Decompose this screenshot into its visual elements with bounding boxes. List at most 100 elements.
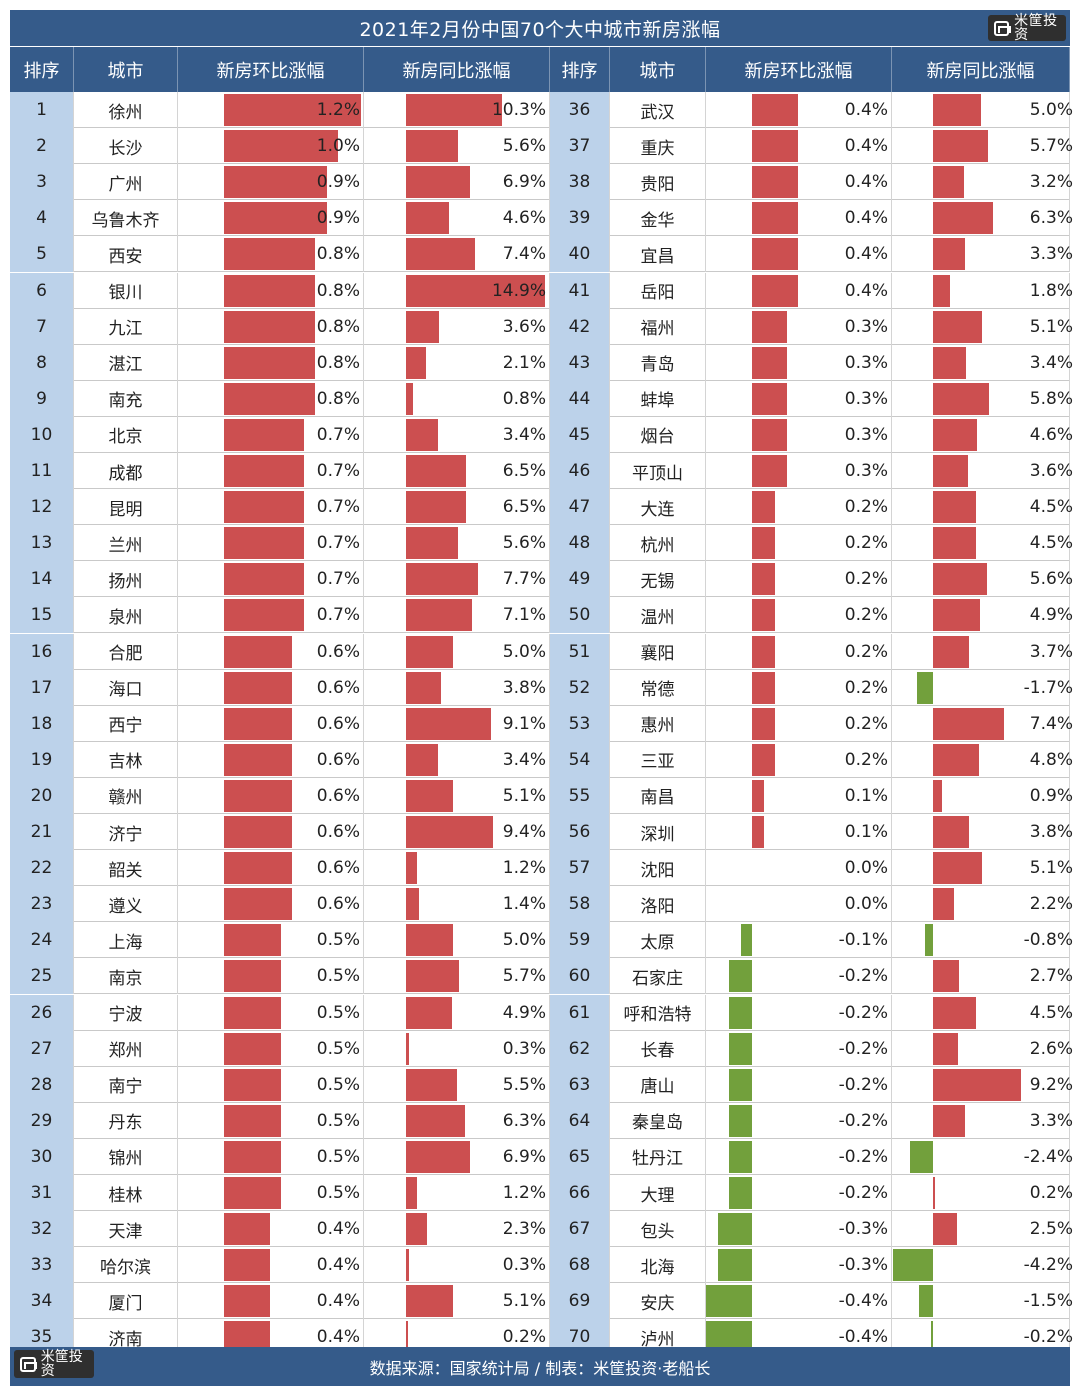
mom-cell [706,308,892,345]
mom-cell [178,922,364,959]
yoy-bar [916,671,933,704]
yoy-value: 3.2% [1029,172,1073,193]
rank-cell: 14 [10,561,74,598]
city-cell: 南京 [74,958,178,995]
yoy-bar [406,888,420,921]
city-cell: 成都 [74,453,178,489]
city-cell: 大理 [610,1175,706,1211]
yoy-bar [406,202,449,235]
mom-value: 0.5% [316,1146,360,1167]
mom-value: 0.4% [844,136,888,157]
table-row: 32 天津 67 包头 0.4% 2.3% -0.3% 2.5% [10,1211,1073,1248]
footer-source: 数据来源：国家统计局 / 制表：米筐投资·老船长 [10,1347,1070,1386]
city-cell: 平顶山 [610,453,706,489]
rank-cell: 62 [550,1030,610,1067]
mom-bar [717,1249,752,1282]
mom-bar [752,599,775,632]
mom-bar [224,491,304,524]
rank-cell: 54 [550,741,610,778]
mom-cell [706,1102,892,1139]
table-row: 3 广州 38 贵阳 0.9% 6.9% 0.4% 3.2% [10,164,1073,201]
mom-bar [740,924,752,957]
yoy-bar [933,527,977,560]
yoy-value: 2.1% [502,352,546,373]
mom-bar [752,346,787,379]
chart-title-text: 2021年2月份中国70个大中城市新房涨幅 [359,18,721,41]
yoy-cell [364,777,550,814]
yoy-bar [933,238,965,271]
mom-bar [224,1140,281,1173]
brand-logo-bottom: 米筐投资 [14,1350,94,1378]
yoy-cell [364,1030,550,1067]
yoy-bar [406,779,454,812]
yoy-bar [931,1321,933,1354]
mom-value: 0.5% [316,1074,360,1095]
mom-bar [752,94,798,126]
rank-cell: 32 [10,1211,74,1248]
city-cell: 惠州 [610,705,706,742]
mom-value: 0.3% [844,388,888,409]
yoy-value: 6.5% [502,461,546,481]
mom-cell [178,958,364,995]
mom-bar [224,202,327,235]
city-cell: 厦门 [74,1283,178,1320]
table-row: 15 泉州 50 温州 0.7% 7.1% 0.2% 4.9% [10,597,1073,634]
mom-bar [224,1213,270,1246]
city-cell: 济南 [74,1319,178,1356]
yoy-bar [406,1177,418,1209]
yoy-cell [892,886,1070,923]
yoy-value: 6.3% [1029,208,1073,229]
mom-value: 0.2% [844,749,888,770]
city-cell: 海口 [74,669,178,706]
yoy-cell [892,922,1070,959]
city-cell: 天津 [74,1211,178,1248]
brand-logo-top: 米筐投资 [988,13,1066,43]
yoy-cell [364,164,550,201]
yoy-cell [364,994,550,1031]
city-cell: 福州 [610,308,706,345]
yoy-bar [406,816,494,848]
yoy-value: 3.4% [502,424,546,445]
rank-cell: 26 [10,994,74,1031]
yoy-value: 0.9% [1029,785,1073,806]
header-city-left: 城市 [74,47,178,92]
yoy-bar [933,816,970,848]
mom-cell [178,1283,364,1320]
mom-cell [178,92,364,128]
mom-value: 0.0% [844,894,888,915]
mom-bar [224,635,293,668]
city-cell: 北京 [74,416,178,453]
table-row: 19 吉林 54 三亚 0.6% 3.4% 0.2% 4.8% [10,741,1073,778]
mom-bar [224,1249,270,1282]
yoy-cell [892,958,1070,995]
city-cell: 桂林 [74,1175,178,1211]
mom-bar [224,599,304,632]
yoy-bar [406,671,442,704]
rank-cell: 52 [550,669,610,706]
city-cell: 哈尔滨 [74,1247,178,1284]
mom-bar [224,1177,281,1209]
yoy-cell [364,741,550,778]
mom-bar [752,274,798,307]
mom-bar [752,743,775,776]
yoy-bar [406,852,418,885]
brand-logo-text: 米筐投资 [1014,13,1058,43]
yoy-cell [892,1211,1070,1248]
city-cell: 贵阳 [610,164,706,201]
yoy-bar [925,924,933,957]
yoy-value: -0.8% [1023,930,1073,951]
mom-bar [729,960,752,993]
rank-cell: 10 [10,416,74,453]
city-cell: 无锡 [610,561,706,598]
mom-bar [224,94,361,126]
city-cell: 宁波 [74,994,178,1031]
yoy-bar [933,1104,965,1137]
mom-cell [178,525,364,562]
rank-cell: 49 [550,561,610,598]
mom-cell [178,1138,364,1175]
mom-value: 0.2% [844,677,888,698]
yoy-cell [364,1211,550,1248]
mom-value: 0.9% [316,172,360,193]
mom-bar [224,707,293,740]
mom-value: 0.4% [844,244,888,265]
